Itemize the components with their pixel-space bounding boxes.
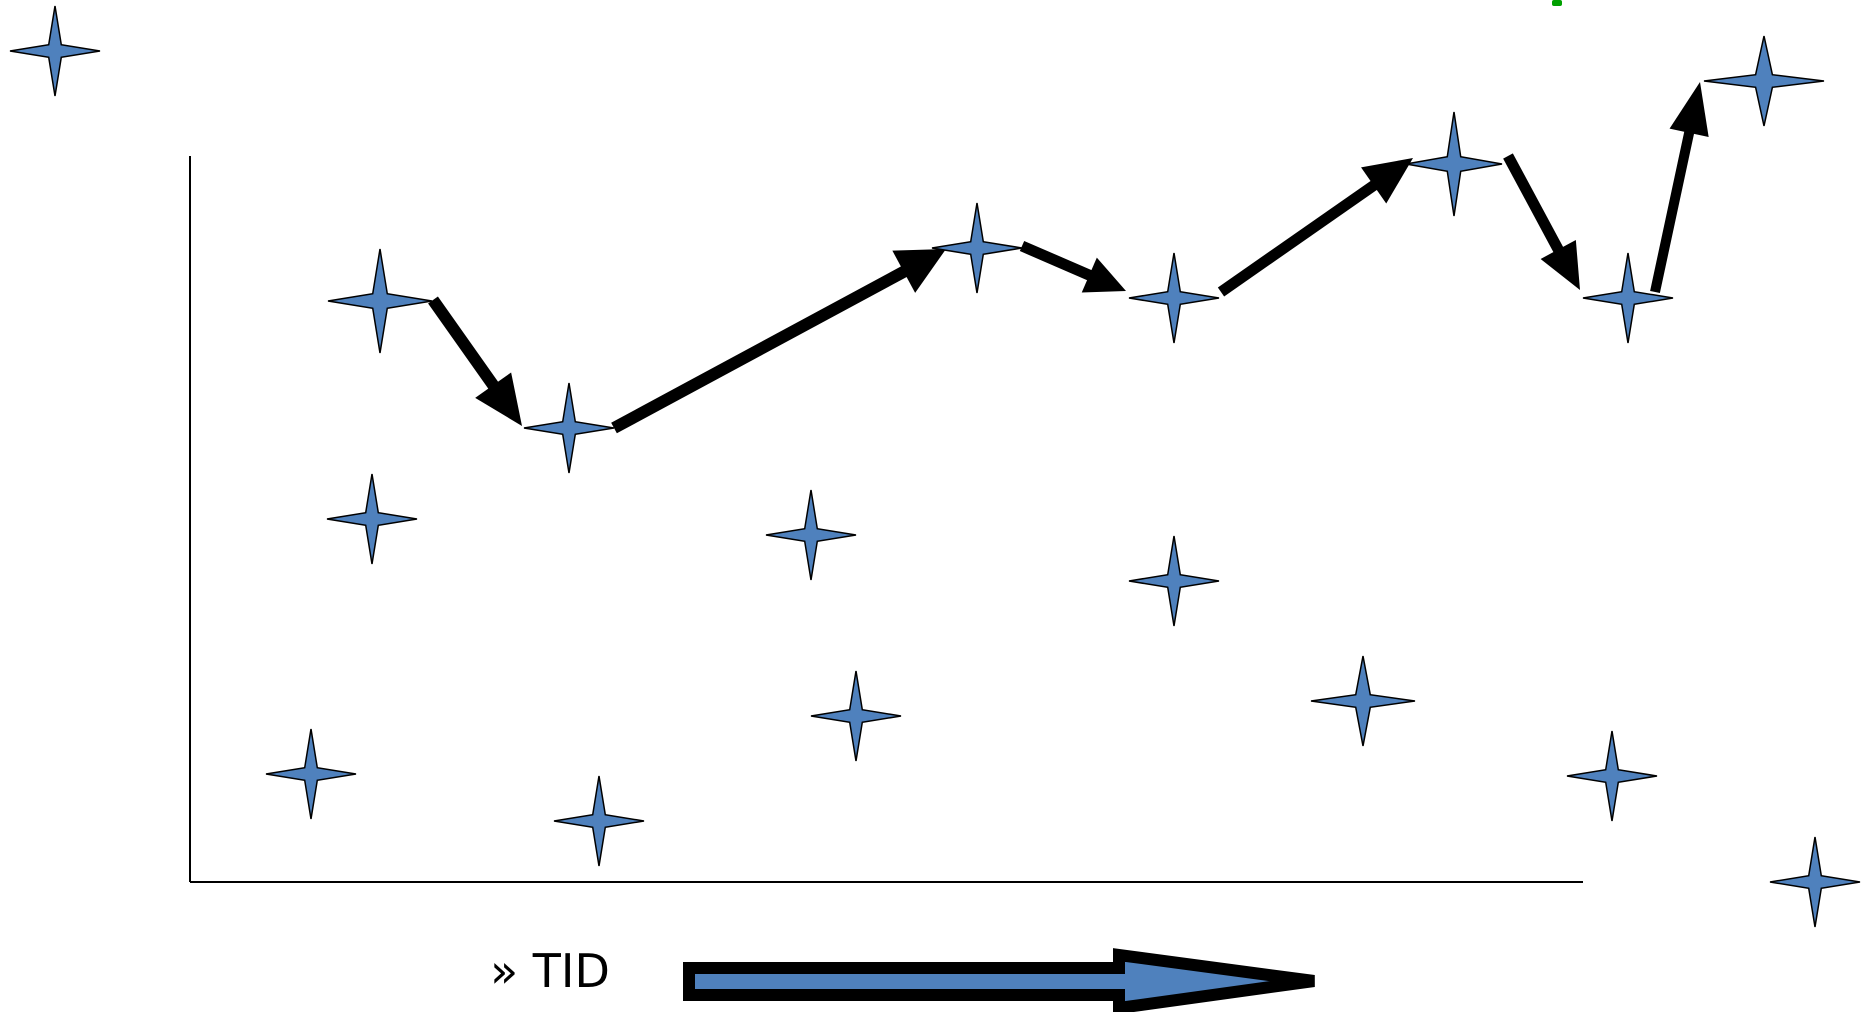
star-icon [327, 248, 433, 354]
star-icon [1769, 836, 1861, 928]
arrow-head [1669, 82, 1709, 138]
star-icon [1703, 35, 1825, 127]
arrow-shaft [428, 296, 500, 391]
stars [9, 5, 1861, 928]
arrow-head [1540, 240, 1580, 290]
star-icon [810, 670, 902, 762]
arrow-head [475, 372, 522, 426]
star-icon [9, 5, 101, 97]
star-icon [1128, 252, 1220, 344]
star-icon [1405, 111, 1503, 217]
time-label: » TID [490, 948, 610, 994]
arrow-shaft [1019, 240, 1094, 281]
arrow-head [1081, 257, 1126, 293]
time-label-text: TID [532, 944, 610, 998]
time-arrow-outline [683, 948, 1315, 1012]
axes [189, 156, 1583, 883]
star-icon [1582, 252, 1674, 344]
star-icon [931, 202, 1023, 294]
star-icon [1128, 535, 1220, 627]
path-arrows [428, 82, 1709, 434]
star-icon [1310, 655, 1416, 747]
star-icon [765, 489, 857, 581]
star-icon [326, 473, 418, 565]
arrow-head [892, 249, 946, 293]
arrow-shaft [1217, 179, 1379, 297]
arrow-shaft [611, 265, 909, 434]
time-arrow-icon [683, 948, 1315, 1012]
star-icon [553, 775, 645, 867]
arrow-head [1361, 158, 1413, 204]
star-icon [1566, 730, 1658, 822]
green-mark [1552, 0, 1562, 6]
star-icon [265, 728, 357, 820]
arrow-shaft [1650, 129, 1695, 294]
arrow-shaft [1503, 153, 1565, 254]
star-icon [523, 382, 615, 474]
chevron-prefix: » [490, 944, 519, 998]
